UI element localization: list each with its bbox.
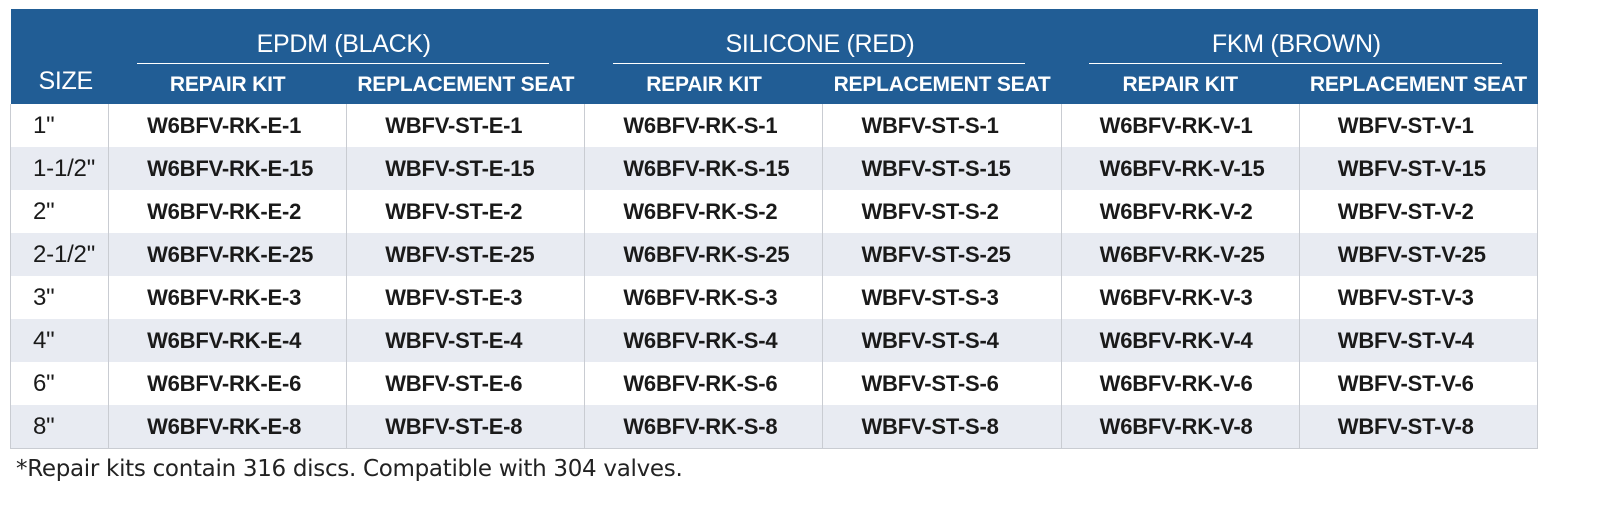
size-cell: 6" bbox=[9, 362, 109, 405]
size-cell: 1" bbox=[9, 104, 109, 147]
replacement-seat-cell: WBFV-ST-E-25 bbox=[346, 233, 585, 276]
repair-kit-cell: W6BFV-RK-E-4 bbox=[108, 319, 347, 362]
repair-kit-cell: W6BFV-RK-S-15 bbox=[584, 147, 823, 190]
material-label: SILICONE (RED) bbox=[597, 30, 1043, 64]
replacement-seat-cell: WBFV-ST-E-2 bbox=[346, 190, 585, 233]
repair-kit-cell: W6BFV-RK-E-6 bbox=[108, 362, 347, 405]
repair-kit-cell: W6BFV-RK-S-8 bbox=[584, 405, 823, 449]
material-header-epdm: EPDM (BLACK) bbox=[108, 9, 585, 65]
parts-table-container: SIZE EPDM (BLACK) SILICONE (RED) FKM (BR… bbox=[9, 9, 1539, 449]
replacement-seat-cell: WBFV-ST-S-6 bbox=[822, 362, 1062, 405]
replacement-seat-cell: WBFV-ST-S-15 bbox=[822, 147, 1062, 190]
repair-kit-cell: W6BFV-RK-E-25 bbox=[108, 233, 347, 276]
table-body: 1" W6BFV-RK-E-1 WBFV-ST-E-1 W6BFV-RK-S-1 WBF… bbox=[9, 104, 1539, 449]
replacement-seat-cell: WBFV-ST-S-4 bbox=[822, 319, 1062, 362]
repair-kit-cell: W6BFV-RK-V-3 bbox=[1060, 276, 1300, 319]
sub-header-replacement-seat: REPLACEMENT SEAT bbox=[346, 65, 585, 104]
repair-kit-cell: W6BFV-RK-V-2 bbox=[1060, 190, 1300, 233]
size-cell: 2" bbox=[9, 190, 109, 233]
repair-kit-table: SIZE EPDM (BLACK) SILICONE (RED) FKM (BR… bbox=[9, 9, 1539, 449]
replacement-seat-cell: WBFV-ST-V-2 bbox=[1298, 190, 1539, 233]
repair-kit-cell: W6BFV-RK-V-25 bbox=[1060, 233, 1300, 276]
replacement-seat-cell: WBFV-ST-V-4 bbox=[1298, 319, 1539, 362]
repair-kit-cell: W6BFV-RK-V-8 bbox=[1060, 405, 1300, 449]
repair-kit-cell: W6BFV-RK-S-6 bbox=[584, 362, 823, 405]
replacement-seat-cell: WBFV-ST-S-1 bbox=[822, 104, 1062, 147]
repair-kit-cell: W6BFV-RK-E-2 bbox=[108, 190, 347, 233]
replacement-seat-cell: WBFV-ST-E-8 bbox=[346, 405, 585, 449]
replacement-seat-cell: WBFV-ST-V-8 bbox=[1298, 405, 1539, 449]
material-label: EPDM (BLACK) bbox=[121, 30, 567, 64]
replacement-seat-cell: WBFV-ST-V-15 bbox=[1298, 147, 1539, 190]
replacement-seat-cell: WBFV-ST-E-6 bbox=[346, 362, 585, 405]
table-row: 3" W6BFV-RK-E-3 WBFV-ST-E-3 W6BFV-RK-S-3 WBF… bbox=[9, 276, 1539, 319]
size-cell: 2-1/2" bbox=[9, 233, 109, 276]
replacement-seat-cell: WBFV-ST-V-1 bbox=[1298, 104, 1539, 147]
replacement-seat-cell: WBFV-ST-V-6 bbox=[1298, 362, 1539, 405]
sub-header-repair-kit: REPAIR KIT bbox=[584, 65, 823, 104]
repair-kit-cell: W6BFV-RK-E-8 bbox=[108, 405, 347, 449]
repair-kit-cell: W6BFV-RK-V-1 bbox=[1060, 104, 1300, 147]
size-cell: 3" bbox=[9, 276, 109, 319]
sub-header-replacement-seat: REPLACEMENT SEAT bbox=[822, 65, 1062, 104]
table-row: 2-1/2" W6BFV-RK-E-25 WBFV-ST-E-25 W6BFV-RK-… bbox=[9, 233, 1539, 276]
repair-kit-cell: W6BFV-RK-E-15 bbox=[108, 147, 347, 190]
material-header-fkm: FKM (BROWN) bbox=[1061, 9, 1538, 65]
replacement-seat-cell: WBFV-ST-E-4 bbox=[346, 319, 585, 362]
replacement-seat-cell: WBFV-ST-E-15 bbox=[346, 147, 585, 190]
repair-kit-cell: W6BFV-RK-S-2 bbox=[584, 190, 823, 233]
sub-header-replacement-seat: REPLACEMENT SEAT bbox=[1299, 65, 1538, 104]
material-header-row: SIZE EPDM (BLACK) SILICONE (RED) FKM (BR… bbox=[10, 9, 1538, 104]
replacement-seat-cell: WBFV-ST-S-25 bbox=[822, 233, 1062, 276]
size-cell: 4" bbox=[9, 319, 109, 362]
table-row: 4" W6BFV-RK-E-4 WBFV-ST-E-4 W6BFV-RK-S-4 WBF… bbox=[9, 319, 1539, 362]
material-header-silicone: SILICONE (RED) bbox=[584, 9, 1062, 65]
sub-header-row: REPAIR KIT REPLACEMENT SEAT REPAIR KIT R… bbox=[11, 65, 1538, 104]
repair-kit-cell: W6BFV-RK-S-3 bbox=[584, 276, 823, 319]
replacement-seat-cell: WBFV-ST-V-3 bbox=[1298, 276, 1539, 319]
replacement-seat-cell: WBFV-ST-S-2 bbox=[822, 190, 1062, 233]
table-row: 1" W6BFV-RK-E-1 WBFV-ST-E-1 W6BFV-RK-S-1 WBF… bbox=[9, 104, 1539, 147]
table-row: 6" W6BFV-RK-E-6 WBFV-ST-E-6 W6BFV-RK-S-6 WBF… bbox=[9, 362, 1539, 405]
material-label: FKM (BROWN) bbox=[1073, 30, 1519, 64]
repair-kit-cell: W6BFV-RK-V-6 bbox=[1060, 362, 1300, 405]
table-row: 2" W6BFV-RK-E-2 WBFV-ST-E-2 W6BFV-RK-S-2 WBF… bbox=[9, 190, 1539, 233]
repair-kit-cell: W6BFV-RK-S-25 bbox=[584, 233, 823, 276]
table-row: 1-1/2" W6BFV-RK-E-15 WBFV-ST-E-15 W6BFV-RK-… bbox=[9, 147, 1539, 190]
repair-kit-cell: W6BFV-RK-V-4 bbox=[1060, 319, 1300, 362]
replacement-seat-cell: WBFV-ST-S-3 bbox=[822, 276, 1062, 319]
repair-kit-cell: W6BFV-RK-S-1 bbox=[584, 104, 823, 147]
repair-kit-cell: W6BFV-RK-S-4 bbox=[584, 319, 823, 362]
repair-kit-cell: W6BFV-RK-E-1 bbox=[108, 104, 347, 147]
repair-kit-cell: W6BFV-RK-V-15 bbox=[1060, 147, 1300, 190]
size-header: SIZE bbox=[10, 9, 109, 104]
footnote: *Repair kits contain 316 discs. Compatib… bbox=[16, 456, 683, 482]
replacement-seat-cell: WBFV-ST-V-25 bbox=[1298, 233, 1539, 276]
replacement-seat-cell: WBFV-ST-E-1 bbox=[346, 104, 585, 147]
sub-header-repair-kit: REPAIR KIT bbox=[108, 65, 347, 104]
size-cell: 8" bbox=[9, 405, 109, 449]
size-cell: 1-1/2" bbox=[9, 147, 109, 190]
replacement-seat-cell: WBFV-ST-E-3 bbox=[346, 276, 585, 319]
repair-kit-cell: W6BFV-RK-E-3 bbox=[108, 276, 347, 319]
table-row: 8" W6BFV-RK-E-8 WBFV-ST-E-8 W6BFV-RK-S-8 WBF… bbox=[9, 405, 1539, 449]
sub-header-repair-kit: REPAIR KIT bbox=[1061, 65, 1300, 104]
replacement-seat-cell: WBFV-ST-S-8 bbox=[822, 405, 1062, 449]
